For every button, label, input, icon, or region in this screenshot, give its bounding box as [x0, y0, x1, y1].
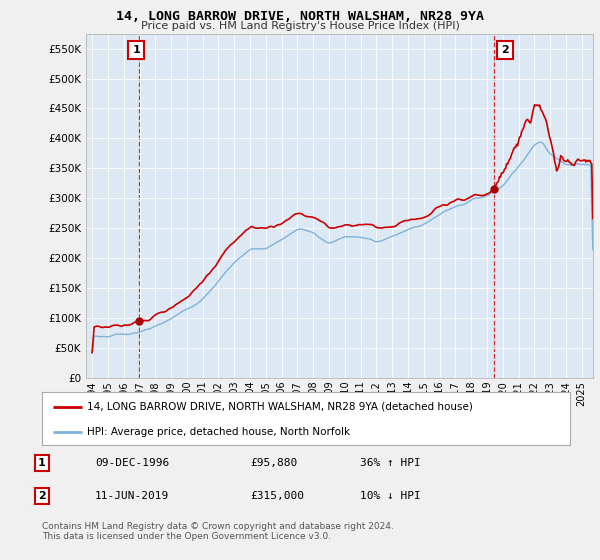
Text: 09-DEC-1996: 09-DEC-1996 — [95, 458, 169, 468]
Text: 10% ↓ HPI: 10% ↓ HPI — [360, 491, 421, 501]
Text: 14, LONG BARROW DRIVE, NORTH WALSHAM, NR28 9YA (detached house): 14, LONG BARROW DRIVE, NORTH WALSHAM, NR… — [87, 402, 473, 412]
Text: Price paid vs. HM Land Registry's House Price Index (HPI): Price paid vs. HM Land Registry's House … — [140, 21, 460, 31]
Text: 11-JUN-2019: 11-JUN-2019 — [95, 491, 169, 501]
Text: 36% ↑ HPI: 36% ↑ HPI — [360, 458, 421, 468]
Text: 14, LONG BARROW DRIVE, NORTH WALSHAM, NR28 9YA: 14, LONG BARROW DRIVE, NORTH WALSHAM, NR… — [116, 10, 484, 23]
Text: 2: 2 — [501, 45, 509, 55]
Text: 1: 1 — [38, 458, 46, 468]
Text: Contains HM Land Registry data © Crown copyright and database right 2024.
This d: Contains HM Land Registry data © Crown c… — [42, 522, 394, 542]
Text: 2: 2 — [38, 491, 46, 501]
Text: HPI: Average price, detached house, North Norfolk: HPI: Average price, detached house, Nort… — [87, 427, 350, 437]
Text: £315,000: £315,000 — [250, 491, 304, 501]
Text: 1: 1 — [133, 45, 140, 55]
Text: £95,880: £95,880 — [250, 458, 297, 468]
